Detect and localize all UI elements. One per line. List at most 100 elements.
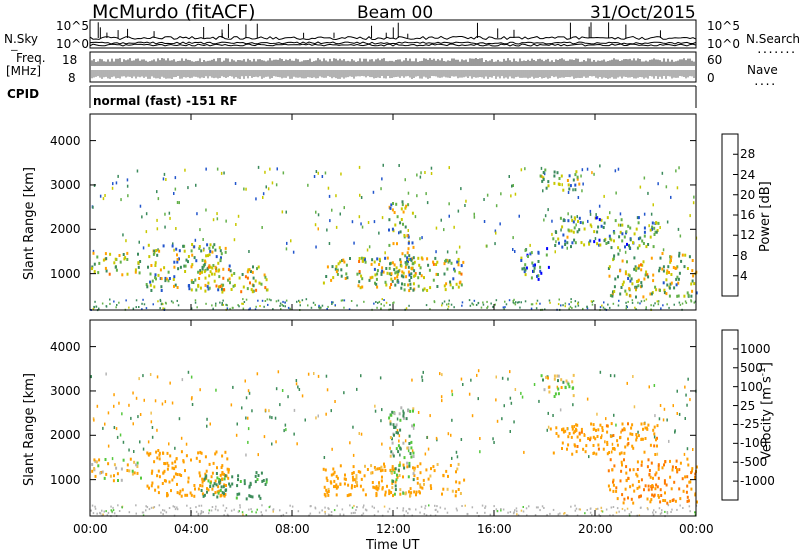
echo-cell xyxy=(362,259,364,263)
echo-cell xyxy=(349,493,352,497)
echo-cell xyxy=(246,276,249,280)
echo-cell xyxy=(637,434,640,438)
ground-scatter-cell xyxy=(105,510,107,513)
echo-cell xyxy=(249,494,252,498)
scatter-cell xyxy=(684,417,686,420)
echo-cell xyxy=(457,257,460,261)
scatter-cell xyxy=(96,404,99,408)
ground-scatter-cell xyxy=(658,507,661,510)
echo-cell xyxy=(148,255,151,259)
scatter-cell xyxy=(637,430,639,434)
ground-scatter-cell xyxy=(118,510,121,512)
echo-cell xyxy=(625,230,628,234)
ground-scatter-cell xyxy=(600,509,603,512)
echo-cell xyxy=(390,277,393,281)
ground-scatter-cell xyxy=(546,514,548,517)
echo-cell xyxy=(615,486,618,490)
scatter-cell xyxy=(570,215,573,219)
echo-cell xyxy=(410,272,413,276)
echo-cell xyxy=(430,467,432,471)
scatter-cell xyxy=(567,191,570,194)
ground-scatter-cell xyxy=(420,505,423,508)
scatter-cell xyxy=(407,449,410,453)
echo-cell xyxy=(640,463,643,467)
freq-tick-high: 18 xyxy=(62,53,78,67)
echo-cell xyxy=(156,253,159,257)
echo-cell xyxy=(406,262,409,266)
echo-cell xyxy=(400,218,403,221)
scatter-cell xyxy=(358,165,361,169)
echo-cell xyxy=(669,260,672,264)
echo-cell xyxy=(636,460,639,464)
ground-scatter-cell xyxy=(456,509,458,512)
echo-cell xyxy=(426,257,429,261)
echo-cell xyxy=(636,216,639,220)
ground-scatter-cell xyxy=(174,508,177,511)
scatter-cell xyxy=(293,408,296,412)
echo-cell xyxy=(449,280,452,284)
scatter-cell xyxy=(113,404,115,408)
echo-cell xyxy=(441,492,443,496)
scatter-cell xyxy=(251,409,253,413)
echo-cell xyxy=(335,486,338,490)
scatter-cell xyxy=(647,191,649,195)
echo-cell xyxy=(460,264,463,268)
echo-cell xyxy=(608,265,611,269)
scatter-cell xyxy=(643,212,646,216)
echo-cell xyxy=(629,294,632,298)
echo-cell xyxy=(627,496,629,500)
scatter-cell xyxy=(169,216,171,220)
ground-scatter-cell xyxy=(652,513,655,516)
ground-scatter-cell xyxy=(238,305,240,308)
echo-cell xyxy=(137,265,140,269)
echo-cell xyxy=(406,465,409,469)
ground-scatter-cell xyxy=(160,511,162,514)
echo-cell xyxy=(190,279,193,283)
noise-panel xyxy=(89,19,697,49)
echo-cell xyxy=(404,261,407,265)
echo-cell xyxy=(251,495,254,499)
scatter-cell xyxy=(248,391,251,395)
echo-cell xyxy=(635,436,638,439)
echo-cell xyxy=(104,458,107,461)
echo-cell xyxy=(562,380,565,384)
echo-cell xyxy=(417,284,420,288)
scatter-cell xyxy=(164,400,167,404)
echo-cell xyxy=(178,473,181,477)
echo-cell xyxy=(399,230,402,234)
echo-cell xyxy=(557,379,559,383)
echo-cell xyxy=(215,255,218,259)
echo-cell xyxy=(603,221,606,225)
echo-cell xyxy=(650,498,653,502)
scatter-cell xyxy=(323,456,326,459)
scatter-cell xyxy=(271,181,274,185)
echo-cell xyxy=(391,481,394,485)
scatter-cell xyxy=(324,171,327,175)
echo-cell xyxy=(232,284,235,288)
ground-scatter-cell xyxy=(520,301,522,304)
scatter-cell xyxy=(533,383,536,386)
scatter-cell xyxy=(326,388,329,392)
echo-cell xyxy=(335,483,338,487)
echo-cell xyxy=(203,262,206,266)
echo-cell xyxy=(458,271,461,275)
scatter-cell xyxy=(666,418,668,422)
scatter-cell xyxy=(460,187,462,191)
echo-cell xyxy=(641,437,644,441)
ground-scatter-cell xyxy=(362,512,365,515)
echo-cell xyxy=(613,231,616,235)
scatter-cell xyxy=(464,204,466,207)
ground-scatter-cell xyxy=(106,514,109,517)
echo-cell xyxy=(256,478,259,481)
echo-cell xyxy=(453,267,456,271)
y-tick-label: 3000 xyxy=(50,177,81,192)
nave-label: Nave xyxy=(747,63,778,77)
ground-scatter-cell xyxy=(578,508,581,511)
echo-cell xyxy=(601,426,604,430)
scatter-cell xyxy=(359,193,361,197)
echo-cell xyxy=(227,470,230,474)
echo-cell xyxy=(676,275,679,279)
echo-cell xyxy=(250,288,253,292)
scatter-cell xyxy=(164,225,166,229)
ground-scatter-cell xyxy=(495,299,498,302)
